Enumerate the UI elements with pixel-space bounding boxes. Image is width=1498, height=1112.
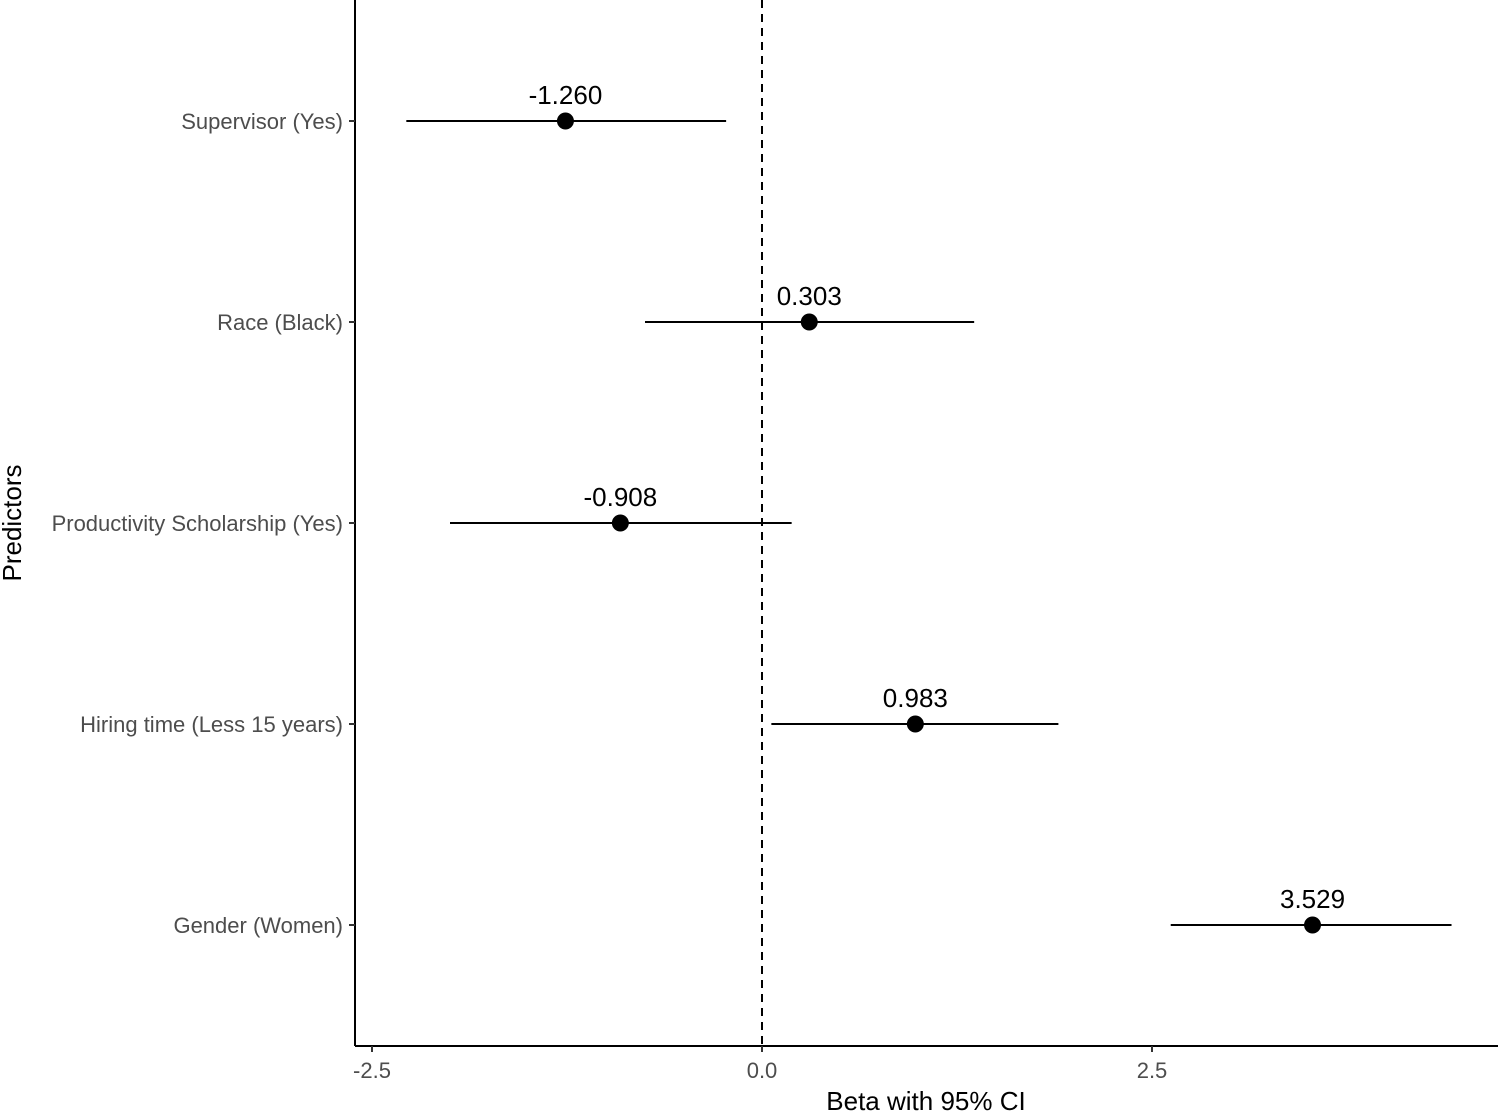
estimate-label: -0.908 [583,482,657,512]
y-tick-label: Hiring time (Less 15 years) [80,712,343,737]
estimate-label: 0.303 [777,281,842,311]
predictor-row: 0.303 [645,281,975,331]
chart-marks: -1.260 0.303 -0.908 0.983 3.529 [406,0,1452,1046]
estimate-point [611,514,629,532]
estimate-point [906,715,924,733]
predictor-row: -1.260 [406,80,727,130]
x-tick-label: 2.5 [1137,1058,1168,1083]
y-tick-label: Supervisor (Yes) [181,109,343,134]
predictor-row: 3.529 [1170,884,1452,934]
y-tick-label: Productivity Scholarship (Yes) [52,511,343,536]
estimate-label: -1.260 [529,80,603,110]
predictor-row: -0.908 [450,482,792,532]
estimate-point [556,112,574,130]
y-tick-label: Race (Black) [217,310,343,335]
y-axis-title: Predictors [0,464,27,581]
estimate-label: 3.529 [1280,884,1345,914]
x-tick-label: 0.0 [747,1058,778,1083]
x-axis-title: Beta with 95% CI [826,1086,1025,1112]
estimate-point [800,313,818,331]
predictor-row: 0.983 [771,683,1059,733]
estimate-label: 0.983 [883,683,948,713]
x-axis-ticks: -2.5 0.0 2.5 [353,1046,1167,1083]
y-axis-ticks: Supervisor (Yes) Race (Black) Productivity… [52,109,355,938]
estimate-point [1304,916,1322,934]
x-tick-label: -2.5 [353,1058,391,1083]
y-tick-label: Gender (Women) [173,913,343,938]
